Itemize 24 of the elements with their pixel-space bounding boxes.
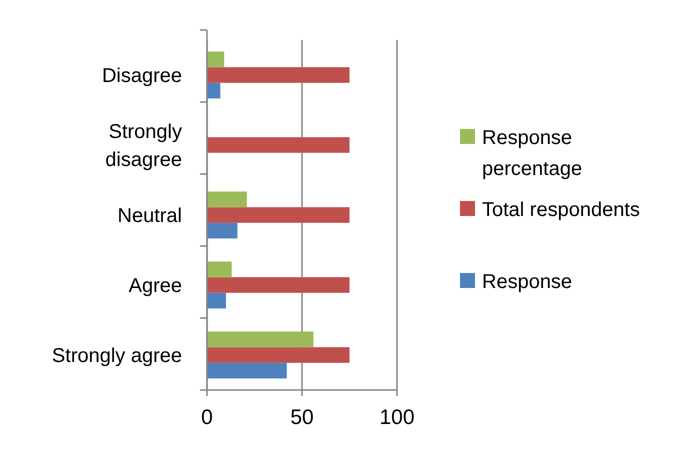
y-tick-label: Agree bbox=[128, 275, 182, 297]
bar bbox=[207, 52, 224, 68]
legend-label: Total respondents bbox=[482, 199, 640, 221]
x-tick-label: 0 bbox=[201, 406, 213, 429]
x-tick-label: 50 bbox=[290, 406, 314, 429]
y-tick-label: Neutral bbox=[118, 205, 182, 227]
bar bbox=[207, 137, 350, 153]
bar bbox=[207, 332, 314, 348]
y-tick-label: Strongly disagree bbox=[105, 121, 182, 171]
bar bbox=[207, 277, 350, 293]
bar bbox=[207, 222, 238, 238]
bar bbox=[207, 192, 247, 208]
bar bbox=[207, 82, 220, 98]
y-tick-label: Disagree bbox=[102, 65, 182, 87]
bar bbox=[207, 347, 350, 363]
y-tick-label: Strongly agree bbox=[52, 345, 182, 367]
bar bbox=[207, 207, 350, 223]
bar bbox=[207, 67, 350, 83]
bar bbox=[207, 292, 226, 308]
legend-label: Response percentage bbox=[482, 127, 582, 180]
x-tick-label: 100 bbox=[379, 406, 415, 429]
bar bbox=[207, 362, 287, 378]
bar bbox=[207, 262, 232, 278]
legend-label: Response bbox=[482, 271, 572, 293]
